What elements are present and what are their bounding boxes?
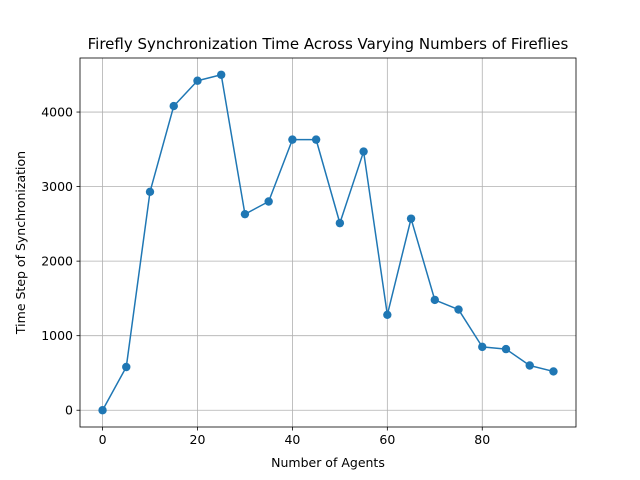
data-point bbox=[406, 214, 416, 223]
data-point bbox=[478, 342, 487, 352]
data-point bbox=[359, 147, 368, 156]
x-tick-label: 0 bbox=[99, 432, 107, 447]
x-axis-label: Number of Agents bbox=[271, 455, 385, 470]
series-layer bbox=[98, 70, 558, 415]
data-point bbox=[525, 361, 534, 370]
x-tick-label: 60 bbox=[379, 432, 395, 447]
y-tick-label: 3000 bbox=[41, 179, 73, 194]
data-point bbox=[169, 101, 178, 111]
data-point bbox=[217, 70, 226, 79]
y-tick-label: 1000 bbox=[41, 328, 73, 343]
data-point bbox=[335, 218, 345, 228]
data-point bbox=[240, 209, 250, 219]
data-point bbox=[193, 76, 202, 85]
data-point bbox=[430, 295, 439, 305]
data-point bbox=[501, 344, 511, 354]
data-point bbox=[264, 197, 273, 206]
y-axis-label: Time Step of Synchronization bbox=[13, 151, 28, 335]
series-line bbox=[101, 74, 554, 411]
x-tick-label: 40 bbox=[284, 432, 300, 447]
x-tick-label: 20 bbox=[190, 432, 206, 447]
y-tick-label: 0 bbox=[65, 403, 73, 418]
y-tick-label: 4000 bbox=[41, 105, 73, 120]
chart-title: Firefly Synchronization Time Across Vary… bbox=[88, 35, 569, 53]
data-point bbox=[122, 362, 131, 372]
plot-area-frame bbox=[79, 57, 577, 428]
ticks: 0 20 40 60 80 0 1000 2000 3000 4000 bbox=[41, 105, 490, 447]
data-point bbox=[98, 406, 107, 415]
data-point bbox=[288, 135, 297, 144]
data-point bbox=[454, 305, 463, 314]
y-tick-label: 2000 bbox=[41, 254, 73, 269]
grid bbox=[80, 58, 576, 427]
data-point bbox=[145, 187, 155, 197]
data-point bbox=[549, 367, 558, 376]
data-point bbox=[383, 310, 392, 320]
data-point bbox=[311, 135, 321, 144]
x-tick-label: 80 bbox=[474, 432, 490, 447]
